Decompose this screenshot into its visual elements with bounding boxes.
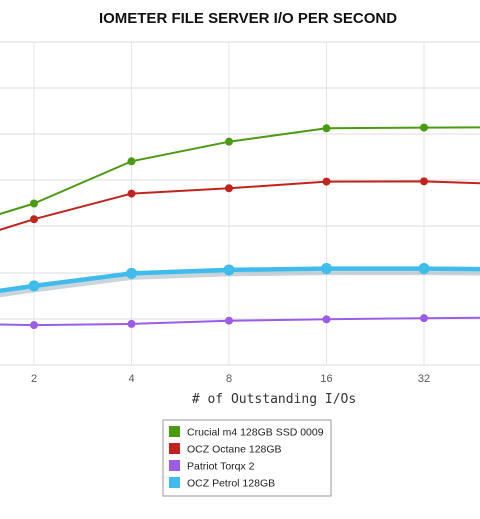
x-tick-label: 2	[31, 373, 37, 385]
series-patriot-torqx-2	[0, 314, 480, 330]
series-shadow	[0, 268, 480, 298]
x-tick-label: 8	[226, 373, 232, 385]
data-point	[321, 263, 332, 275]
data-point	[322, 124, 331, 133]
legend-item: OCZ Octane 128GB	[169, 443, 282, 456]
data-point	[30, 215, 38, 224]
x-tick-label: 32	[418, 373, 430, 385]
data-point	[126, 267, 137, 279]
legend-swatch	[169, 426, 180, 437]
legend-item: Crucial m4 128GB SSD 0009	[169, 426, 324, 439]
legend-swatch	[169, 460, 180, 471]
plot-area	[0, 123, 480, 330]
data-point	[420, 314, 428, 323]
data-point	[322, 315, 331, 324]
data-point	[225, 137, 233, 146]
series-ocz-petrol-128gb	[0, 263, 480, 298]
data-point	[223, 264, 235, 276]
data-point	[127, 157, 136, 166]
data-point	[420, 177, 428, 186]
data-point	[30, 321, 38, 330]
data-point	[127, 319, 136, 328]
legend-swatch	[169, 477, 180, 488]
series-ocz-octane-128gb	[0, 177, 480, 231]
legend-label: Patriot Torqx 2	[187, 461, 255, 473]
legend-item: Patriot Torqx 2	[169, 460, 255, 473]
data-point	[225, 316, 233, 325]
series-crucial-m4-128gb-ssd-0009	[0, 123, 480, 216]
grid	[0, 41, 480, 366]
data-point	[127, 189, 136, 198]
legend-swatch	[169, 443, 180, 454]
data-point	[30, 199, 38, 208]
data-point	[322, 177, 331, 186]
legend-label: Crucial m4 128GB SSD 0009	[187, 427, 324, 439]
data-point	[418, 263, 430, 275]
x-axis-ticks: 2 4 8 16 32	[31, 373, 430, 385]
chart-title: IOMETER FILE SERVER I/O PER SECOND	[99, 10, 397, 27]
legend-label: OCZ Petrol 128GB	[187, 478, 275, 490]
x-tick-label: 16	[320, 373, 332, 385]
data-point	[225, 184, 233, 193]
legend-box	[162, 419, 332, 497]
legend-label: OCZ Octane 128GB	[187, 444, 282, 456]
x-axis-title: # of Outstanding I/Os	[192, 392, 356, 407]
legend-item: OCZ Petrol 128GB	[169, 477, 275, 490]
legend: Crucial m4 128GB SSD 0009 OCZ Octane 128G…	[162, 419, 332, 497]
data-point	[420, 123, 428, 132]
series-line	[0, 180, 480, 231]
data-point	[28, 280, 40, 292]
x-tick-label: 4	[128, 373, 134, 385]
